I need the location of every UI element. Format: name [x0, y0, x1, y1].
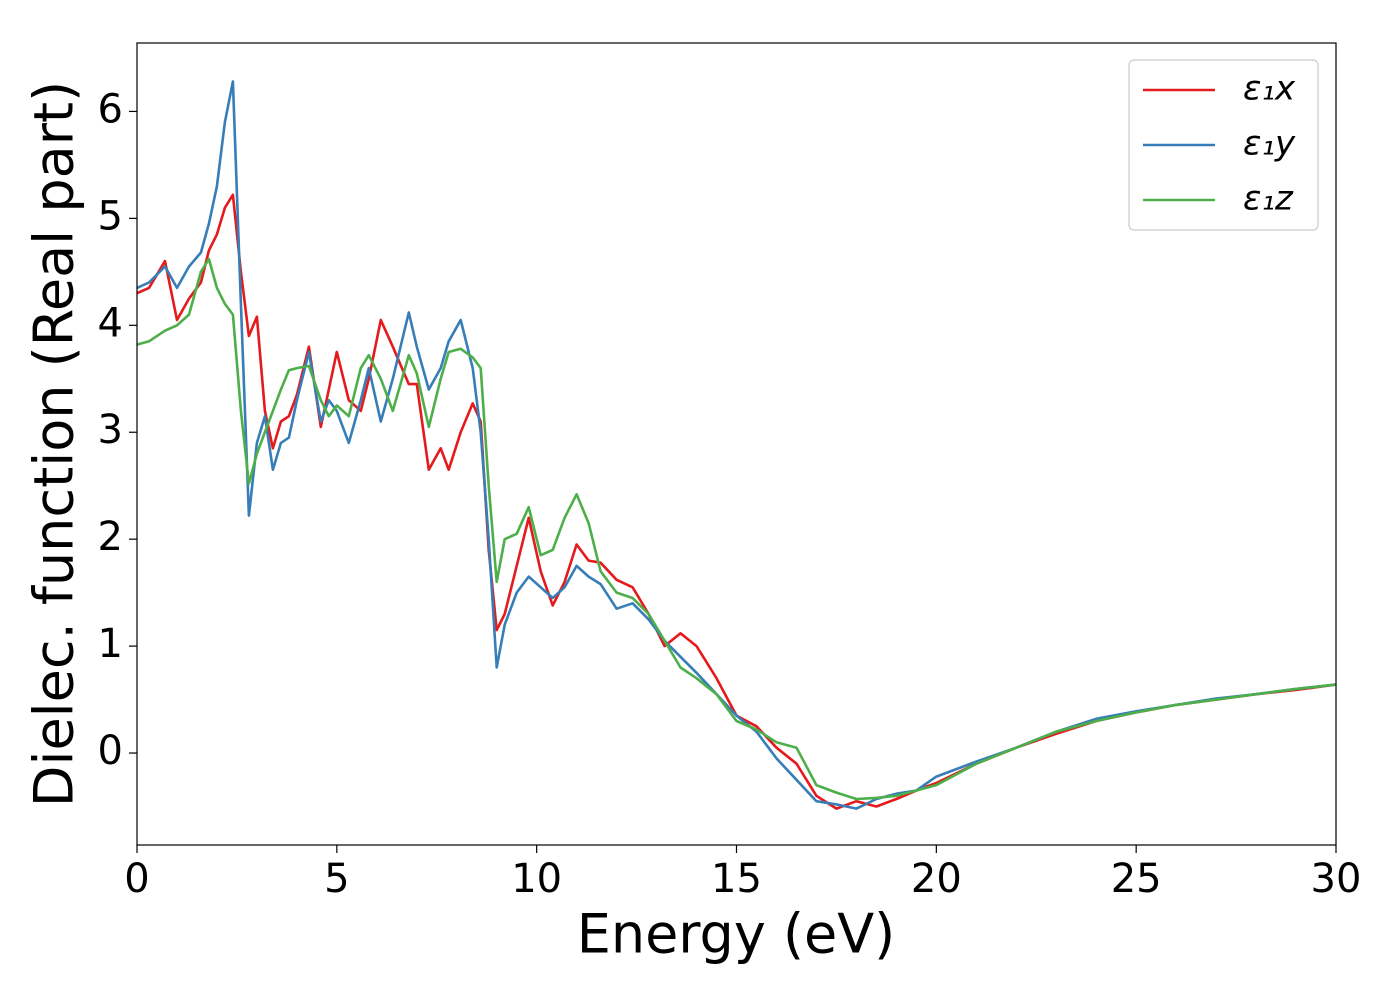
y-tick-label: 1	[98, 621, 123, 667]
y-tick-label: 0	[98, 728, 123, 774]
legend-box	[1128, 59, 1319, 231]
x-tick-label: 25	[1111, 856, 1162, 902]
series-line	[137, 80, 1336, 810]
x-tick-label: 0	[124, 856, 149, 902]
y-axis-label: Dielec. function (Real part)	[23, 81, 86, 807]
legend-label: ε₁y	[1243, 124, 1296, 164]
x-tick-label: 10	[511, 856, 562, 902]
y-tick-label: 3	[98, 407, 123, 453]
y-tick-label: 6	[98, 86, 123, 132]
series-line	[137, 193, 1336, 810]
legend-label: ε₁x	[1243, 69, 1296, 109]
legend-label: ε₁z	[1243, 179, 1294, 219]
y-tick-label: 5	[98, 193, 123, 239]
x-tick-label: 5	[324, 856, 349, 902]
x-tick-label: 30	[1311, 856, 1362, 902]
y-tick-label: 2	[98, 514, 123, 560]
y-tick-label: 4	[98, 300, 123, 346]
series-line	[137, 257, 1336, 801]
x-tick-label: 20	[911, 856, 962, 902]
x-axis-label: Energy (eV)	[577, 903, 896, 966]
x-tick-label: 15	[711, 856, 762, 902]
plot-frame	[136, 42, 1337, 846]
